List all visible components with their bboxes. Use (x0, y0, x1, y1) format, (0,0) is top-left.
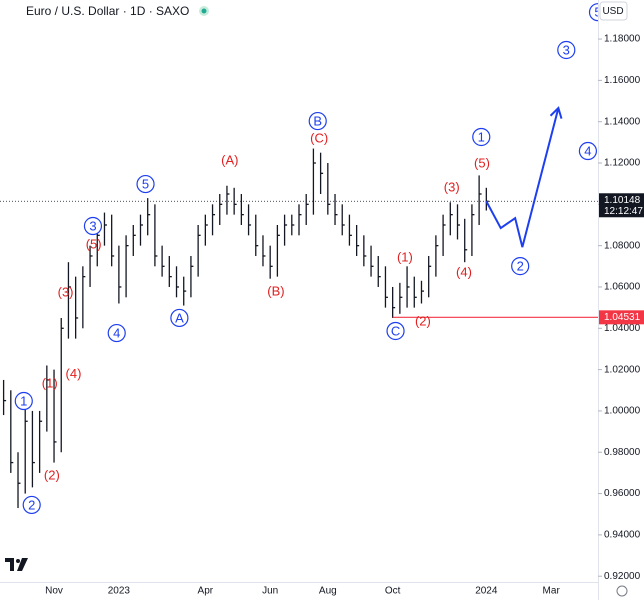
wave-label: 4 (113, 325, 120, 340)
support-label: 1.04531 (604, 312, 641, 323)
wave-circle (588, 3, 598, 22)
wave-circle (511, 257, 530, 276)
wave-label: 5 (594, 5, 601, 20)
x-tick-label: Aug (319, 586, 337, 597)
y-tick-label: 1.02000 (604, 364, 641, 375)
plot-area: 1 2 (1) (2) (3) (4) 3 (5) 4 5 A (A) (B) B (C) C (1) (2) (3… (0, 3, 601, 515)
wave-circle (136, 174, 155, 194)
wave-label: (B) (267, 284, 284, 299)
currency-label: USD (602, 6, 623, 17)
x-tick-label: Mar (543, 586, 561, 597)
y-tick-label: 1.14000 (604, 116, 641, 127)
wave-label: (C) (310, 131, 328, 146)
wave-circle (386, 321, 405, 341)
wave-label: 5 (142, 177, 149, 192)
countdown-label: 12:12:47 (604, 206, 643, 217)
wave-label: A (175, 310, 184, 325)
support-box (599, 310, 644, 325)
x-tick-label: 2023 (108, 586, 131, 597)
x-tick-label: 2024 (475, 586, 498, 597)
wave-label: (3) (444, 179, 460, 194)
y-tick-label: 1.08000 (604, 240, 641, 251)
y-tick-label: 1.06000 (604, 282, 641, 293)
currency-button[interactable] (599, 1, 628, 21)
wave-label: (5) (86, 236, 102, 251)
wave-label: (1) (42, 375, 58, 390)
wave-label: 3 (89, 218, 96, 233)
wave-circle (14, 391, 33, 411)
wave-circle (83, 216, 103, 236)
x-tick-label: Apr (198, 586, 214, 597)
wave-label: (4) (66, 366, 82, 381)
wave-label: (1) (397, 249, 413, 264)
logo (5, 558, 28, 571)
y-tick-label: 1.16000 (604, 75, 641, 86)
wave-label: 1 (20, 393, 27, 408)
settings-button[interactable] (616, 585, 628, 597)
wave-label: (A) (221, 153, 238, 168)
wave-circle (170, 308, 189, 328)
wave-label: 2 (28, 497, 35, 512)
wave-circle (578, 141, 598, 161)
wave-label: B (313, 114, 322, 129)
last-price-label: 1.10148 (604, 195, 641, 206)
wave-circle (107, 323, 126, 343)
y-tick-label: 1.00000 (604, 406, 641, 417)
wave-circle (22, 495, 41, 515)
projection-arrowhead (549, 106, 563, 119)
wave-circle (472, 127, 491, 147)
wave-circle (557, 40, 576, 60)
wave-label: 2 (517, 259, 524, 274)
y-tick-label: 1.12000 (604, 158, 641, 169)
wave-circle (308, 111, 327, 131)
wave-label: (2) (44, 467, 60, 482)
y-tick-label: 1.04000 (604, 323, 641, 334)
x-tick-label: Jun (262, 586, 278, 597)
wave-label: 4 (584, 143, 591, 158)
wave-label: (3) (58, 285, 74, 300)
projection-path (485, 107, 560, 248)
wave-label: 3 (563, 42, 570, 57)
x-tick-label: Nov (45, 586, 63, 597)
status-dot-core (201, 8, 207, 14)
wave-label: C (391, 323, 400, 338)
last-price-box (599, 193, 644, 218)
wave-label: (4) (456, 265, 472, 280)
y-tick-label: 0.94000 (604, 530, 641, 541)
chart-title: Euro / U.S. Dollar · 1D · SAXO (26, 4, 189, 18)
wave-label: (5) (474, 155, 490, 170)
wave-label: (2) (415, 313, 431, 328)
y-tick-label: 1.18000 (604, 34, 641, 45)
wave-label: 1 (478, 129, 485, 144)
y-tick-label: 0.92000 (604, 571, 641, 582)
x-tick-label: Oct (385, 586, 401, 597)
y-tick-label: 0.98000 (604, 447, 641, 458)
y-tick-label: 0.96000 (604, 488, 641, 499)
